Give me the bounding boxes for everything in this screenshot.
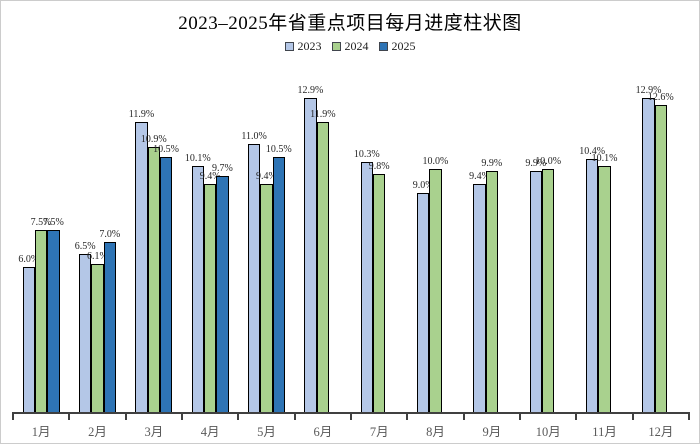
x-axis-tick (688, 414, 691, 420)
bar-2024-10月 (541, 168, 555, 413)
bar-label-2024-7月: 9.8% (368, 160, 390, 172)
bar-label-2025-5月: 10.5% (265, 143, 292, 155)
bar-label-2023-12月: 12.9% (635, 85, 662, 96)
x-axis-line (12, 412, 691, 414)
bar-label-2024-3月: 10.9% (140, 133, 167, 145)
bar-2025-5月 (272, 156, 285, 413)
legend-swatch-2023 (284, 41, 294, 51)
bar-2024-4月 (203, 183, 217, 413)
x-axis-tick (124, 414, 127, 420)
bar-2024-1月 (34, 229, 48, 413)
bar-2025-2月 (103, 242, 116, 413)
bar-label-2024-9月: 9.9% (481, 158, 503, 170)
bar-2024-9月 (485, 171, 498, 413)
x-axis-label-2月: 2月 (88, 425, 107, 439)
x-axis-tick (350, 414, 353, 420)
bar-2023-9月 (473, 183, 486, 413)
x-axis-tick (406, 414, 409, 420)
x-axis-label-5月: 5月 (257, 425, 276, 439)
x-axis-label-7月: 7月 (369, 425, 389, 439)
bar-label-2023-11月: 10.4% (579, 146, 606, 157)
bar-2023-1月 (22, 266, 35, 413)
x-axis-label-8月: 8月 (426, 425, 445, 439)
x-axis-label-6月: 6月 (313, 425, 333, 439)
bar-2024-8月 (429, 168, 442, 413)
x-axis-label-10月: 10月 (535, 425, 561, 439)
bar-label-2025-4月: 9.7% (212, 163, 233, 175)
bar-2023-3月 (135, 122, 148, 413)
bar-label-2024-8月: 10.0% (422, 155, 449, 167)
bar-label-2024-6月: 11.9% (310, 109, 336, 121)
bar-2024-12月 (654, 105, 667, 413)
bar-2023-7月 (360, 161, 373, 413)
bar-label-2023-10月: 9.9% (525, 158, 547, 170)
bar-label-2024-4月: 9.4% (199, 170, 221, 182)
bar-label-2025-1月: 7.5% (43, 216, 64, 228)
bar-2024-2月 (91, 264, 104, 413)
legend-label: 2023 (297, 39, 322, 53)
bar-2025-3月 (159, 156, 173, 413)
legend: 2023 2024 2025 (1, 40, 699, 52)
x-axis-label-3月: 3月 (144, 425, 164, 439)
x-axis-tick (462, 414, 465, 420)
bar-label-2023-8月: 9.0% (412, 180, 434, 192)
x-axis-tick (575, 414, 578, 420)
bar-2025-4月 (216, 176, 229, 413)
bar-2023-5月 (247, 144, 261, 413)
bar-label-2024-1月: 7.5% (30, 216, 52, 228)
bar-2023-11月 (586, 159, 599, 413)
x-axis-tick (519, 414, 522, 420)
bar-label-2025-3月: 10.5% (153, 143, 180, 155)
plot-area: 6.0% 7.5% 7.5% 6.5% 6.1% 7.0% 11.9% 10.9% 10.5% 1… (1, 1, 699, 413)
x-axis-label-11月: 11月 (592, 425, 617, 439)
bar-2023-12月 (642, 98, 655, 413)
bar-2024-7月 (372, 173, 386, 413)
bar-2023-4月 (191, 166, 204, 413)
bar-2024-6月 (316, 122, 329, 413)
bar-2023-10月 (529, 171, 542, 413)
bar-label-2024-10月: 10.0% (535, 155, 562, 167)
legend-label: 2025 (391, 39, 416, 53)
bar-2023-8月 (416, 193, 430, 413)
bar-label-2023-5月: 11.0% (241, 131, 267, 143)
bar-label-2024-5月: 9.4% (256, 170, 277, 182)
x-axis-tick (293, 414, 296, 420)
bar-label-2024-12月: 12.6% (647, 92, 674, 104)
bar-label-2024-2月: 6.1% (87, 251, 108, 262)
bar-2025-1月 (47, 229, 60, 413)
bar-2024-3月 (147, 146, 160, 413)
bar-2024-11月 (598, 166, 611, 413)
bar-2024-5月 (260, 183, 273, 413)
bar-label-2023-1月: 6.0% (18, 253, 40, 265)
x-axis-label-9月: 9月 (482, 425, 502, 439)
legend-item-2023: 2023 (284, 39, 322, 53)
x-axis-label-12月: 12月 (648, 425, 674, 439)
bar-label-2023-9月: 9.4% (469, 170, 490, 182)
x-axis-tick (68, 414, 71, 420)
bar-label-2023-3月: 11.9% (128, 109, 155, 121)
legend-item-2025: 2025 (378, 39, 416, 53)
x-axis-tick (631, 414, 634, 420)
bar-label-2025-2月: 7.0% (99, 229, 121, 241)
bar-2023-2月 (78, 254, 92, 413)
bar-label-2023-7月: 10.3% (353, 148, 380, 160)
x-axis-tick (237, 414, 240, 420)
legend-swatch-2025 (378, 41, 388, 51)
bar-2023-6月 (304, 98, 317, 413)
bar-label-2023-4月: 10.1% (184, 153, 211, 165)
bar-label-2023-6月: 12.9% (297, 85, 324, 96)
legend-item-2024: 2024 (331, 39, 369, 53)
legend-swatch-2024 (331, 41, 341, 51)
bar-label-2024-11月: 10.1% (591, 153, 618, 165)
chart-title: 2023–2025年省重点项目每月进度柱状图 (178, 13, 522, 34)
x-axis-label-4月: 4月 (200, 425, 220, 439)
legend-label: 2024 (344, 39, 369, 53)
x-axis-tick (12, 414, 14, 420)
bar-label-2023-2月: 6.5% (74, 241, 96, 253)
x-axis-label-1月: 1月 (31, 425, 51, 439)
x-axis-tick (181, 414, 184, 420)
